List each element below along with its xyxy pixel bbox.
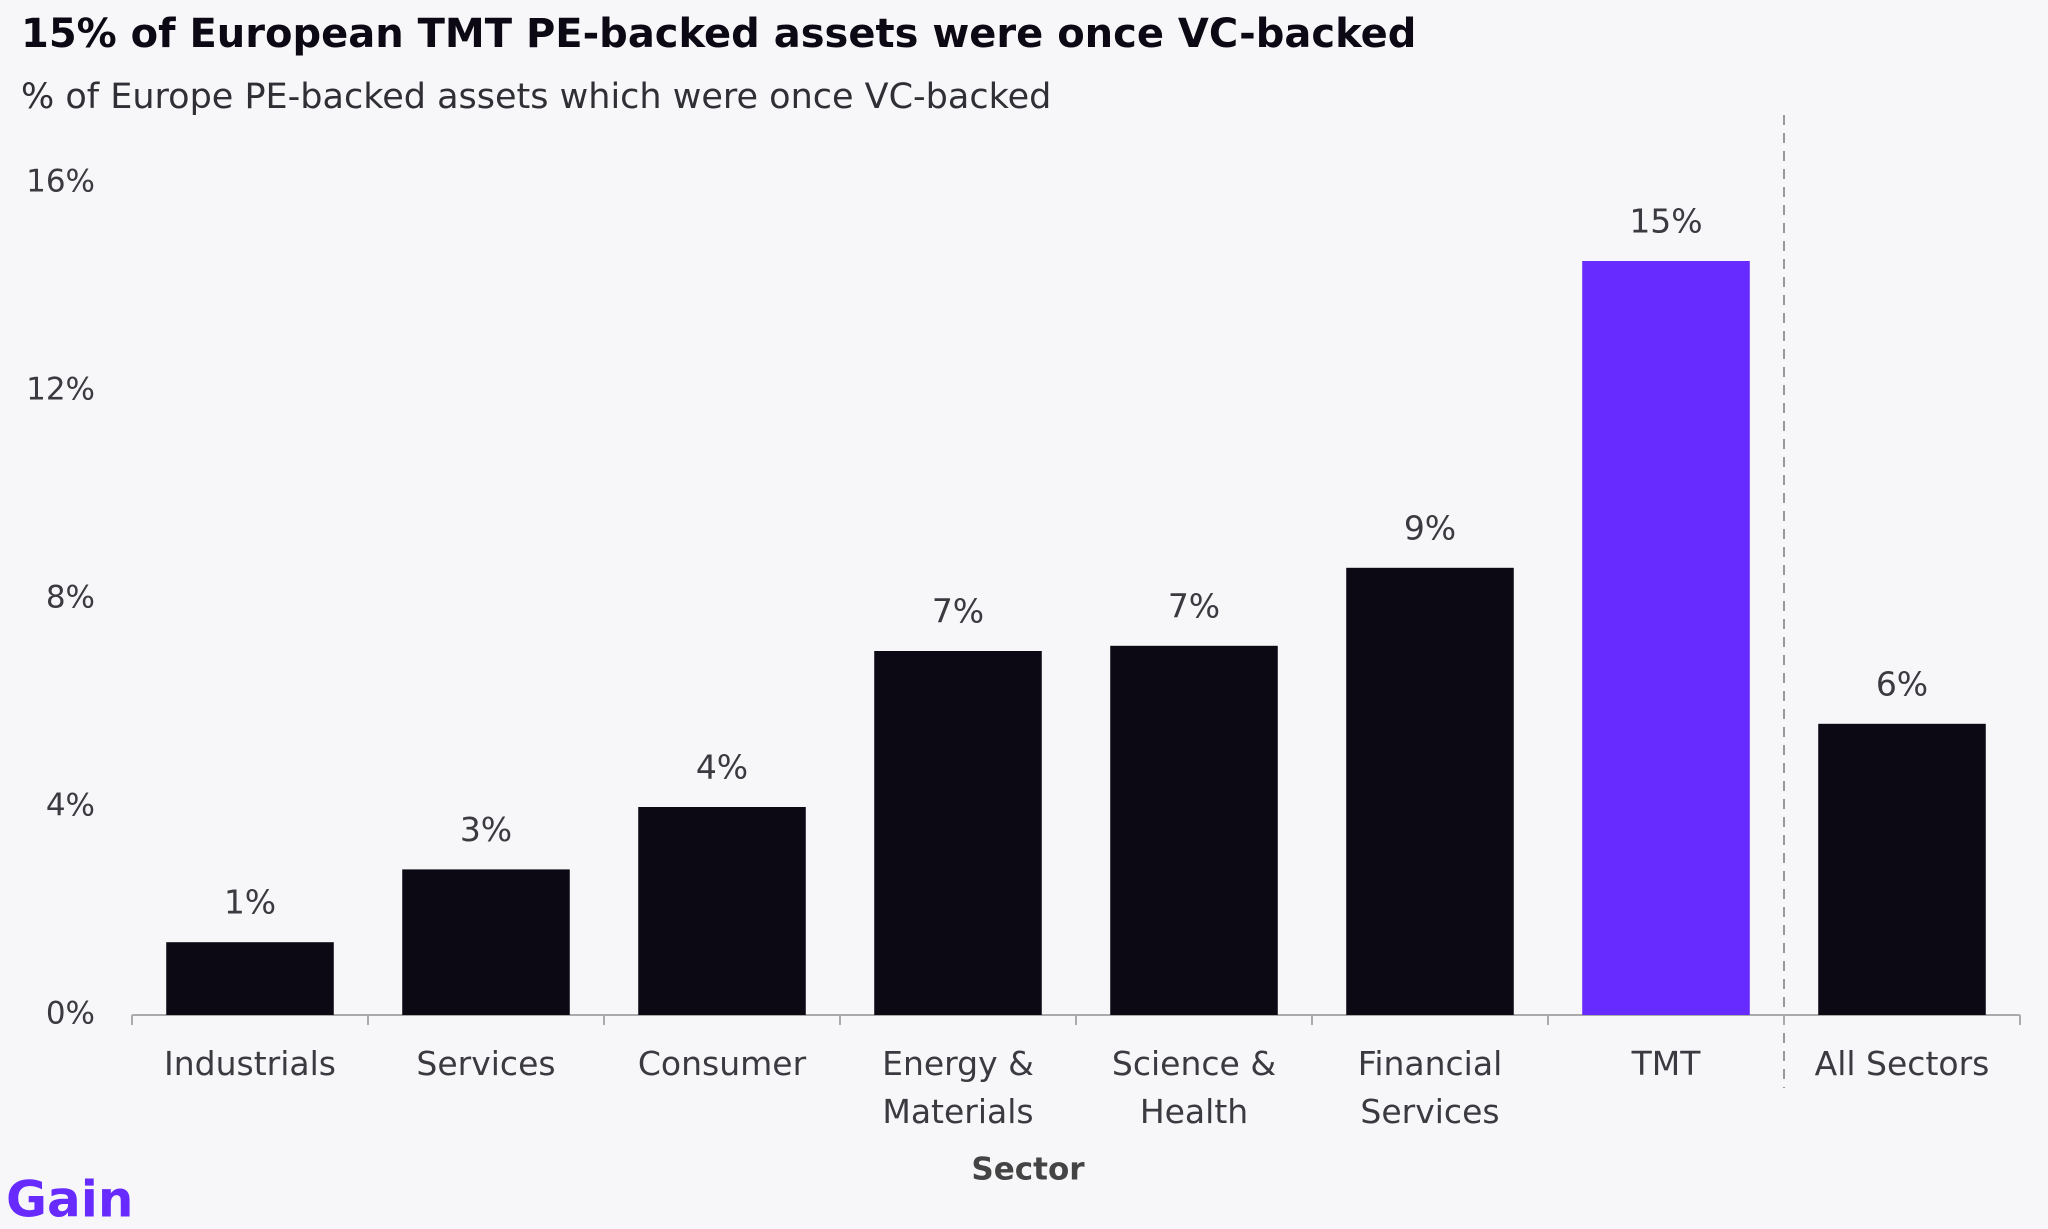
value-label: 9% bbox=[1404, 508, 1456, 547]
bar bbox=[874, 651, 1042, 1015]
x-tick-label: All Sectors bbox=[1814, 1044, 1990, 1083]
x-tick-label: Financial Services bbox=[1357, 1044, 1503, 1131]
value-label: 7% bbox=[932, 592, 984, 631]
x-axis-title: Sector bbox=[971, 1152, 1085, 1188]
bar bbox=[1818, 723, 1986, 1015]
value-label: 7% bbox=[1168, 586, 1220, 625]
bar bbox=[1346, 567, 1514, 1015]
value-label: 3% bbox=[460, 810, 512, 849]
value-label: 15% bbox=[1629, 202, 1702, 241]
bar bbox=[402, 869, 570, 1015]
x-tick-label: Consumer bbox=[637, 1044, 807, 1083]
bar bbox=[1582, 261, 1750, 1015]
bar bbox=[166, 942, 334, 1015]
y-tick-label: 0% bbox=[46, 996, 95, 1032]
bar bbox=[638, 807, 806, 1015]
x-tick-label: Energy & Materials bbox=[882, 1044, 1034, 1131]
x-tick-label: Science & Health bbox=[1111, 1044, 1277, 1131]
value-label: 6% bbox=[1876, 664, 1928, 703]
y-tick-label: 12% bbox=[26, 372, 95, 408]
y-tick-label: 4% bbox=[46, 788, 95, 824]
y-tick-label: 8% bbox=[46, 580, 95, 616]
brand-logo: Gain bbox=[6, 1171, 134, 1229]
chart-subtitle: % of Europe PE-backed assets which were … bbox=[21, 77, 1051, 117]
chart-title: 15% of European TMT PE-backed assets wer… bbox=[21, 11, 1416, 57]
x-tick-label: Industrials bbox=[164, 1044, 336, 1083]
y-tick-label: 16% bbox=[26, 164, 95, 200]
value-label: 1% bbox=[224, 883, 276, 922]
x-tick-label: TMT bbox=[1631, 1044, 1701, 1083]
bar bbox=[1110, 645, 1278, 1015]
value-label: 4% bbox=[696, 748, 748, 787]
x-tick-label: Services bbox=[416, 1044, 556, 1083]
